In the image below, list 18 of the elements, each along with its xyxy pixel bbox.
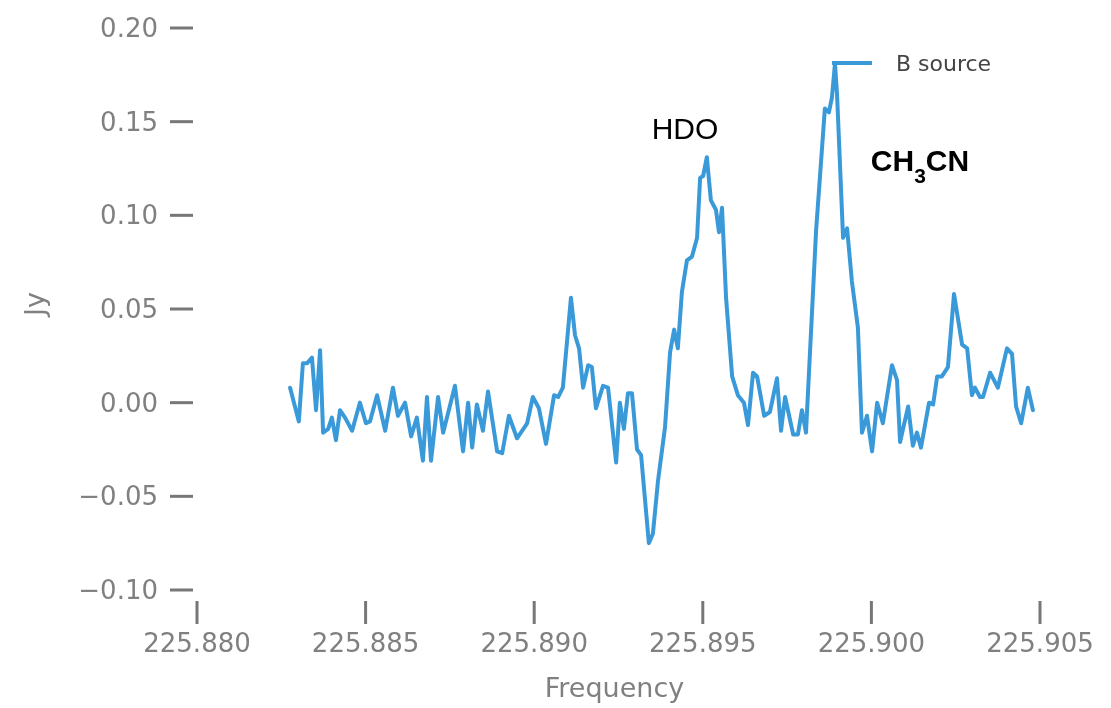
legend-label: B source — [896, 50, 992, 76]
y-axis-title: Jy — [19, 292, 50, 318]
x-tick-label: 225.895 — [649, 628, 757, 659]
y-tick-label: −0.10 — [78, 575, 158, 605]
y-tick-label: 0.20 — [100, 13, 158, 43]
annotation: HDO — [651, 111, 719, 145]
x-axis-title: Frequency — [544, 672, 685, 703]
x-tick-label: 225.900 — [817, 628, 926, 659]
x-tick-label: 225.880 — [143, 628, 251, 659]
y-tick-label: −0.05 — [78, 481, 158, 512]
y-tick-label: 0.15 — [100, 106, 158, 137]
y-tick-label: 0.05 — [100, 294, 158, 324]
annotation: CH$_{3}$CN — [870, 143, 970, 186]
x-tick-label: 225.890 — [480, 628, 588, 659]
x-tick-label: 225.885 — [311, 628, 420, 659]
x-tick-label: 225.905 — [986, 628, 1094, 659]
y-tick-label: 0.10 — [100, 200, 158, 231]
y-tick-label: 0.00 — [100, 387, 158, 418]
